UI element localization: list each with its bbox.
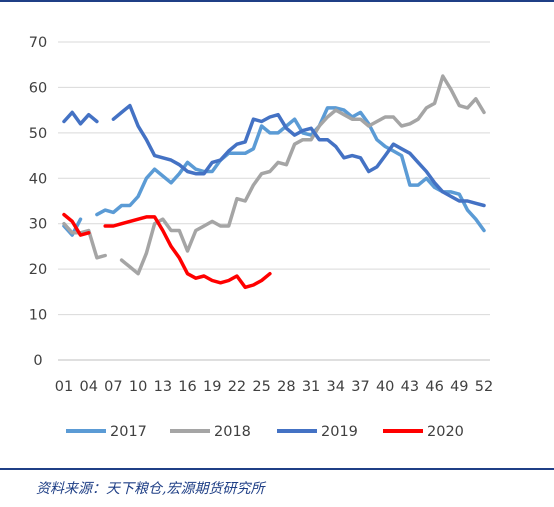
series-2020: [62, 212, 272, 290]
gridlines: [58, 41, 490, 361]
series-lines: [62, 74, 486, 290]
x-tick-label: 43: [401, 379, 419, 395]
x-tick-label: 16: [178, 379, 196, 395]
x-tick-label: 52: [475, 379, 493, 395]
bottom-border: [0, 468, 554, 470]
y-tick-label: 20: [29, 262, 47, 278]
y-tick-label: 30: [29, 217, 47, 233]
series-line-2018: [119, 74, 486, 276]
series-line-2019: [62, 110, 99, 126]
series-line-2020: [62, 212, 91, 237]
legend-label-2019: 2019: [321, 424, 358, 440]
x-tick-label: 49: [450, 379, 468, 395]
y-axis: 0 10 20 30 40 50 60 70: [29, 35, 47, 369]
x-tick-label: 28: [277, 379, 295, 395]
legend-label-2020: 2020: [427, 424, 464, 440]
series-line-2018: [62, 221, 107, 260]
line-chart: 0 10 20 30 40 50 60 70 01 04 07 10 13 16 19 22 25 28 31 34…: [29, 35, 493, 440]
x-tick-label: 40: [376, 379, 394, 395]
series-2018: [62, 74, 486, 276]
top-border: [0, 0, 554, 2]
y-tick-label: 40: [29, 171, 47, 187]
x-axis: 01 04 07 10 13 16 19 22 25 28 31 34 37 40 43 46 49 52: [55, 379, 493, 395]
x-tick-label: 31: [302, 379, 320, 395]
x-tick-label: 13: [154, 379, 172, 395]
series-line-2017: [95, 106, 486, 233]
series-2019: [62, 103, 486, 208]
x-tick-label: 19: [203, 379, 221, 395]
x-tick-label: 37: [351, 379, 369, 395]
legend: 2017 2018 2019 2020: [66, 424, 464, 440]
x-tick-label: 46: [425, 379, 443, 395]
y-tick-label: 10: [29, 308, 47, 324]
x-tick-label: 07: [104, 379, 122, 395]
y-tick-label: 0: [33, 353, 42, 369]
series-line-2019: [111, 103, 486, 208]
x-tick-label: 22: [228, 379, 246, 395]
x-tick-label: 01: [55, 379, 73, 395]
x-tick-label: 25: [252, 379, 270, 395]
x-tick-label: 34: [327, 379, 345, 395]
y-tick-label: 70: [29, 35, 47, 51]
x-tick-label: 10: [129, 379, 147, 395]
source-note: 资料来源：天下粮仓,宏源期货研究所: [36, 481, 265, 497]
legend-label-2018: 2018: [214, 424, 251, 440]
y-tick-label: 50: [29, 126, 47, 142]
series-2017: [62, 106, 486, 237]
x-tick-label: 04: [79, 379, 97, 395]
series-line-2020: [103, 215, 272, 290]
legend-label-2017: 2017: [110, 424, 147, 440]
y-tick-label: 60: [29, 80, 47, 96]
